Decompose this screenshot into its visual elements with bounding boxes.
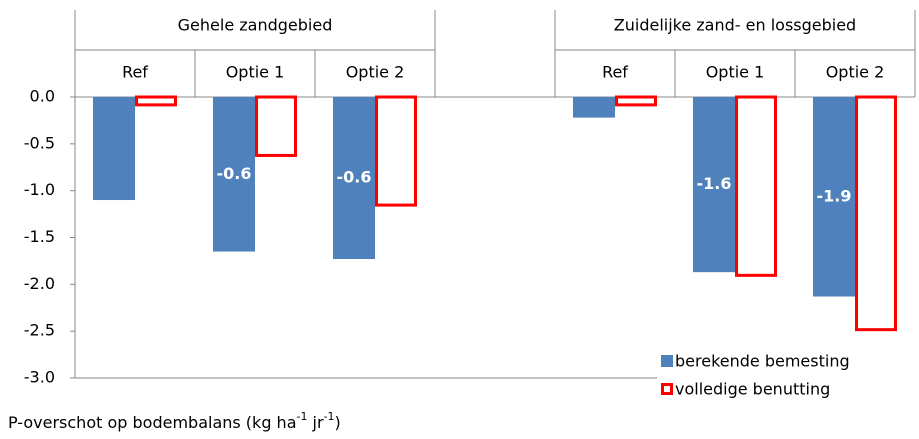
group-label: Zuidelijke zand- en lossgebied [614,16,856,35]
bar [813,97,855,297]
y-tick-label: -2.5 [24,321,55,340]
x-tick-label: Ref [122,63,148,82]
bar [333,97,375,260]
x-tick-label: Optie 1 [226,63,285,82]
y-tick-label: -1.0 [24,180,55,199]
y-axis-title-sup: -1 [297,410,308,423]
annotation: -1.9 [817,186,852,205]
group-label: Gehele zandgebied [178,16,333,35]
bar [615,95,657,107]
y-axis-title-part: ) [335,413,341,432]
x-tick-label: Ref [602,63,628,82]
bar [855,95,897,332]
y-tick-label: -3.0 [24,368,55,387]
legend-label: berekende bemesting [675,352,850,371]
bar [693,97,735,273]
bar [255,95,297,157]
legend-swatch [661,383,673,395]
y-tick-label: 0.0 [30,87,55,106]
bar [573,97,615,118]
legend-label: volledige benutting [675,380,830,399]
annotation: -0.6 [217,164,252,183]
bar [375,95,417,207]
x-tick-label: Optie 2 [346,63,405,82]
y-tick-label: -1.5 [24,227,55,246]
x-tick-label: Optie 1 [706,63,765,82]
y-tick-label: -0.5 [24,133,55,152]
y-axis-title-part: jr [307,413,324,432]
legend-box [657,346,915,408]
y-tick-label: -2.0 [24,274,55,293]
bar [735,95,777,277]
annotation: -0.6 [337,168,372,187]
x-tick-label: Optie 2 [826,63,885,82]
bar [213,97,255,252]
legend-swatch [661,355,673,367]
bar [93,97,135,201]
y-axis-title-sup: -1 [324,410,335,423]
annotation: -1.6 [697,174,732,193]
y-axis-title: P-overschot op bodembalans (kg ha-1 jr-1… [8,410,341,432]
y-axis-title-part: P-overschot op bodembalans (kg ha [8,413,297,432]
bar [135,95,177,107]
